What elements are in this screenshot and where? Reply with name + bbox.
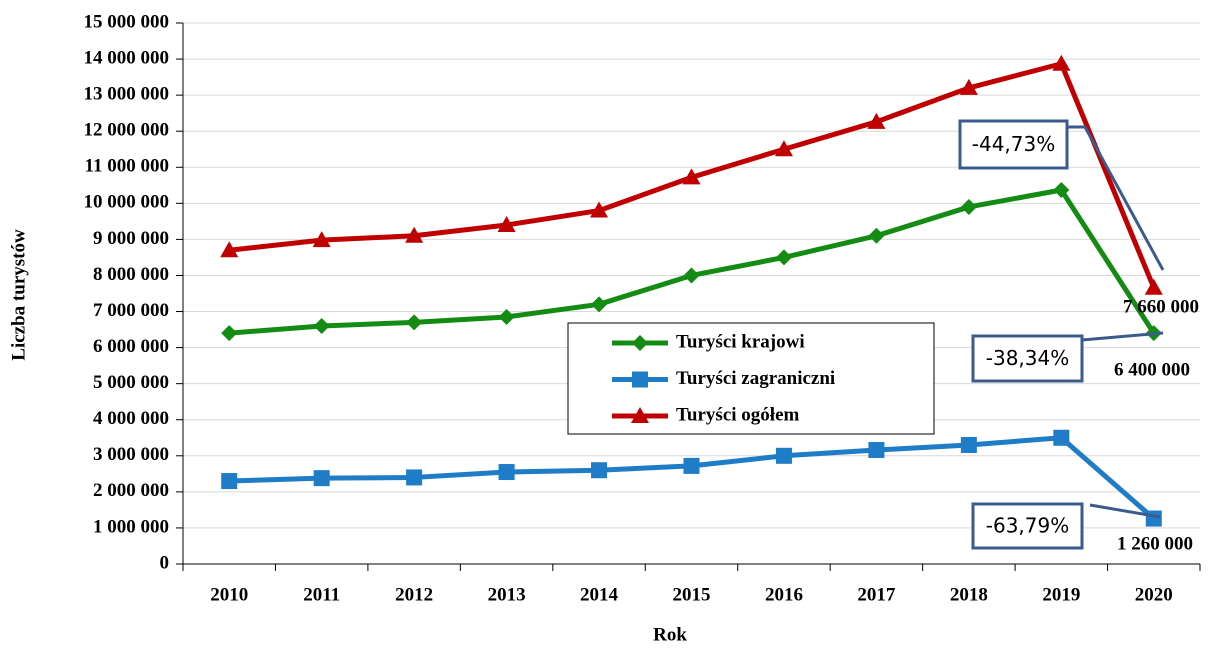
y-tick-label: 2 000 000: [93, 480, 169, 501]
point: [959, 78, 978, 95]
point: [591, 296, 608, 313]
connector: [1067, 125, 1165, 271]
point: [312, 231, 331, 248]
annotation: -38,34%: [986, 346, 1069, 370]
y-tick-label: 3 000 000: [93, 444, 169, 465]
annotation-box: [971, 334, 1084, 383]
x-tick-label: 2012: [395, 584, 433, 605]
legend-marker: [631, 407, 649, 423]
point: [1145, 510, 1162, 527]
legend-label: Turyści zagraniczni: [676, 368, 835, 389]
y-tick-label: 9 000 000: [93, 228, 169, 249]
legend-marker: [632, 371, 648, 388]
legend-marker: [632, 335, 648, 351]
y-tick-label: 4 000 000: [93, 408, 169, 429]
annotation: -44,73%: [972, 132, 1055, 156]
y-tick-label: 6 000 000: [93, 336, 169, 357]
value-label: 7 660 000: [1123, 296, 1199, 317]
point: [1144, 278, 1163, 295]
connector: [1081, 331, 1164, 342]
y-axis-label: Liczba turystów: [8, 229, 29, 361]
x-tick-label: 2018: [950, 584, 988, 605]
y-tick-label: 15 000 000: [84, 11, 170, 32]
y-tick-label: 13 000 000: [84, 83, 170, 104]
x-tick-label: 2011: [303, 584, 340, 605]
point: [774, 140, 793, 157]
x-tick-label: 2019: [1042, 584, 1080, 605]
point: [867, 112, 886, 129]
point: [406, 469, 423, 486]
value-label: 6 400 000: [1114, 359, 1190, 380]
x-tick-label: 2017: [857, 584, 896, 605]
connector: [1089, 503, 1161, 519]
x-axis-label: Rok: [653, 624, 687, 645]
point: [405, 226, 424, 243]
x-tick-label: 2015: [673, 584, 711, 605]
point: [1053, 181, 1070, 198]
x-tick-label: 2016: [765, 584, 803, 605]
point: [221, 325, 238, 342]
legend-label: Turyści krajowi: [676, 331, 805, 352]
value-label: 1 260 000: [1117, 533, 1193, 554]
annotation-box: [971, 502, 1084, 550]
point: [406, 314, 423, 331]
y-tick-label: 1 000 000: [93, 516, 169, 537]
annotation-box: [958, 119, 1069, 170]
x-tick-label: 2014: [580, 584, 619, 605]
point: [775, 447, 792, 464]
point: [683, 267, 700, 284]
point: [868, 442, 885, 459]
point: [775, 249, 792, 266]
y-tick-label: 5 000 000: [93, 372, 169, 393]
point: [220, 241, 239, 258]
point: [683, 457, 700, 474]
point: [591, 462, 608, 479]
point: [590, 201, 609, 218]
point: [960, 436, 977, 453]
point: [313, 470, 330, 487]
x-tick-label: 2010: [210, 584, 248, 605]
point: [498, 308, 515, 325]
y-tick-label: 14 000 000: [84, 47, 170, 68]
y-tick-label: 0: [160, 552, 170, 573]
y-tick-label: 8 000 000: [93, 264, 169, 285]
point: [868, 227, 885, 244]
point: [1052, 54, 1071, 71]
y-tick-label: 11 000 000: [85, 156, 169, 177]
y-tick-label: 7 000 000: [93, 300, 169, 321]
point: [313, 317, 330, 334]
point: [497, 215, 516, 232]
annotation: -63,79%: [986, 514, 1069, 538]
point: [221, 473, 238, 490]
point: [960, 198, 977, 215]
legend-label: Turyści ogółem: [676, 404, 799, 425]
x-tick-label: 2020: [1135, 584, 1173, 605]
point: [682, 168, 701, 185]
point: [498, 464, 515, 481]
point: [1053, 429, 1070, 446]
y-tick-label: 10 000 000: [84, 192, 170, 213]
x-tick-label: 2013: [488, 584, 526, 605]
y-tick-label: 12 000 000: [84, 120, 170, 141]
